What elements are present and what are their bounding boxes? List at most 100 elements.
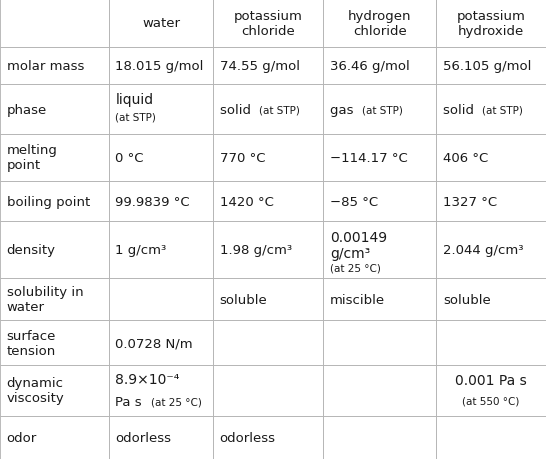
Text: 8.9×10⁻⁴: 8.9×10⁻⁴ [115,372,180,386]
Bar [436,278,546,321]
Text: dynamic
viscosity: dynamic viscosity [7,376,64,404]
Bar [213,416,323,459]
Text: 0.0728 N/m: 0.0728 N/m [115,336,193,349]
Bar [109,0,213,48]
Text: (at STP): (at STP) [482,105,523,115]
Bar [109,134,213,181]
Text: 2.044 g/cm³: 2.044 g/cm³ [443,244,523,257]
Bar [213,222,323,278]
Bar [323,222,436,278]
Text: odorless: odorless [115,431,171,444]
Text: 99.9839 °C: 99.9839 °C [115,195,190,208]
Bar [436,365,546,416]
Bar [323,0,436,48]
Bar [323,365,436,416]
Text: 770 °C: 770 °C [219,151,265,164]
Text: Pa s: Pa s [115,395,151,408]
Bar [109,85,213,134]
Text: liquid: liquid [115,93,153,106]
Text: 1327 °C: 1327 °C [443,195,497,208]
Bar [0,0,109,48]
Text: 1420 °C: 1420 °C [219,195,274,208]
Bar [436,85,546,134]
Text: boiling point: boiling point [7,195,90,208]
Bar [0,278,109,321]
Text: solid: solid [443,103,482,117]
Bar [213,321,323,365]
Text: 74.55 g/mol: 74.55 g/mol [219,60,300,73]
Bar [323,278,436,321]
Text: (at 25 °C): (at 25 °C) [330,263,381,273]
Bar [0,416,109,459]
Bar [436,222,546,278]
Text: (at STP): (at STP) [362,105,403,115]
Bar [109,365,213,416]
Bar [213,48,323,85]
Bar [323,181,436,222]
Bar [323,416,436,459]
Text: melting
point: melting point [7,144,57,172]
Text: 56.105 g/mol: 56.105 g/mol [443,60,531,73]
Bar [109,48,213,85]
Bar [213,278,323,321]
Text: odor: odor [7,431,37,444]
Bar [109,181,213,222]
Text: soluble: soluble [443,293,491,306]
Bar [213,85,323,134]
Bar [213,0,323,48]
Text: water: water [142,17,180,30]
Text: (at 25 °C): (at 25 °C) [151,397,201,407]
Text: odorless: odorless [219,431,276,444]
Text: 1.98 g/cm³: 1.98 g/cm³ [219,244,292,257]
Bar [323,48,436,85]
Text: g/cm³: g/cm³ [330,246,370,260]
Text: (at STP): (at STP) [259,105,300,115]
Bar [436,0,546,48]
Text: molar mass: molar mass [7,60,84,73]
Bar [109,278,213,321]
Text: −85 °C: −85 °C [330,195,378,208]
Text: 1 g/cm³: 1 g/cm³ [115,244,167,257]
Text: 18.015 g/mol: 18.015 g/mol [115,60,204,73]
Text: gas: gas [330,103,362,117]
Bar [436,48,546,85]
Bar [436,416,546,459]
Text: (at 550 °C): (at 550 °C) [462,396,520,406]
Text: 406 °C: 406 °C [443,151,488,164]
Bar [436,321,546,365]
Bar [109,321,213,365]
Bar [323,134,436,181]
Bar [213,134,323,181]
Bar [109,222,213,278]
Text: potassium
chloride: potassium chloride [234,10,302,38]
Text: 0.00149: 0.00149 [330,230,387,244]
Text: −114.17 °C: −114.17 °C [330,151,408,164]
Text: density: density [7,244,56,257]
Text: miscible: miscible [330,293,385,306]
Text: hydrogen
chloride: hydrogen chloride [348,10,412,38]
Bar [0,181,109,222]
Bar [0,85,109,134]
Text: 0 °C: 0 °C [115,151,144,164]
Text: surface
tension: surface tension [7,329,56,357]
Text: potassium
hydroxide: potassium hydroxide [456,10,526,38]
Bar [0,48,109,85]
Text: phase: phase [7,103,47,117]
Text: solid: solid [219,103,259,117]
Text: solubility in
water: solubility in water [7,285,83,313]
Text: 36.46 g/mol: 36.46 g/mol [330,60,410,73]
Bar [323,321,436,365]
Bar [109,416,213,459]
Text: 0.001 Pa s: 0.001 Pa s [455,373,527,387]
Bar [0,365,109,416]
Bar [213,365,323,416]
Bar [0,321,109,365]
Text: (at STP): (at STP) [115,112,156,123]
Bar [323,85,436,134]
Bar [436,181,546,222]
Text: soluble: soluble [219,293,268,306]
Bar [0,222,109,278]
Bar [436,134,546,181]
Bar [0,134,109,181]
Bar [213,181,323,222]
